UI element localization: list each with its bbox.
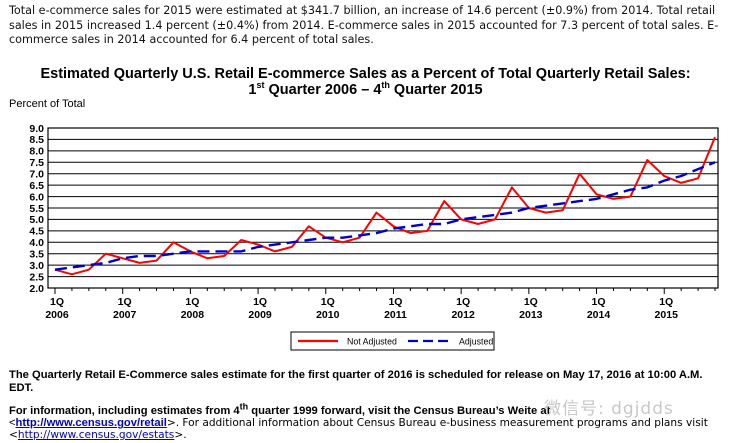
chart-title: Estimated Quarterly U.S. Retail E-commer… xyxy=(40,66,691,82)
info-line-1: For information, including estimates fro… xyxy=(9,402,723,418)
series-line-adjusted xyxy=(54,161,716,271)
chart-subtitle: 1st Quarter 2006 – 4th Quarter 2015 xyxy=(0,80,731,98)
y-tick-label: 5.5 xyxy=(29,203,44,215)
x-tick-label-year: 2013 xyxy=(519,309,543,321)
info-prefix: For information, including estimates fro… xyxy=(9,405,234,417)
x-tick-label-year: 2006 xyxy=(45,309,69,321)
y-tick-label: 4.5 xyxy=(29,226,44,238)
legend-label-adjusted: Adjusted xyxy=(459,337,493,347)
estats-link-open: < xyxy=(9,429,18,441)
info-line-2: <http://www.census.gov/retail>. For addi… xyxy=(9,417,723,430)
subtitle-q4-rest: Quarter 2015 xyxy=(389,82,483,98)
info-line-2-text: >. For additional information about Cens… xyxy=(166,417,708,429)
x-tick-label-quarter: 1Q xyxy=(50,296,64,308)
info-sup-number: 4 xyxy=(233,405,240,417)
y-tick-label: 7.0 xyxy=(29,169,44,181)
retail-link[interactable]: http://www.census.gov/retail xyxy=(15,417,167,429)
line-chart: 2.02.53.03.54.04.55.05.56.06.57.07.58.08… xyxy=(29,123,719,351)
grid-lines xyxy=(48,127,718,289)
info-sup: th xyxy=(239,401,249,412)
y-axis-ticks: 2.02.53.03.54.04.55.05.56.06.57.07.58.08… xyxy=(29,123,44,295)
x-tick-label-year: 2012 xyxy=(451,309,475,321)
subtitle-q4-number: 4 xyxy=(373,82,382,98)
estats-link-close: >. xyxy=(174,429,187,441)
plot-frame xyxy=(47,127,719,289)
y-axis-title: Percent of Total xyxy=(9,98,86,110)
x-tick-label-quarter: 1Q xyxy=(185,296,199,308)
info-suffix: quarter 1999 forward, visit the Census B… xyxy=(248,405,525,417)
subtitle-q4-suffix: th xyxy=(381,80,390,91)
series-line-not-adjusted xyxy=(54,136,716,276)
x-tick-label-year: 2007 xyxy=(113,309,137,321)
x-tick-label-quarter: 1Q xyxy=(456,296,470,308)
x-tick-label-year: 2014 xyxy=(587,309,611,321)
x-tick-label-year: 2009 xyxy=(248,309,272,321)
retail-link-open: < xyxy=(9,417,16,429)
subtitle-q1-rest: Quarter 2006 – xyxy=(264,82,374,98)
x-tick-label-year: 2008 xyxy=(181,309,205,321)
y-tick-label: 2.0 xyxy=(29,283,44,295)
x-tick-label-quarter: 1Q xyxy=(524,296,538,308)
x-tick-label-year: 2015 xyxy=(655,309,679,321)
x-tick-label-quarter: 1Q xyxy=(592,296,606,308)
info-line-3: <http://www.census.gov/estats>. xyxy=(9,429,723,442)
y-tick-label: 5.0 xyxy=(29,214,44,226)
y-tick-label: 6.5 xyxy=(29,180,44,192)
y-tick-label: 9.0 xyxy=(29,123,44,135)
x-tick-label-year: 2011 xyxy=(384,309,407,321)
legend-box xyxy=(290,331,495,351)
x-tick-label-quarter: 1Q xyxy=(321,296,335,308)
y-tick-label: 6.0 xyxy=(29,191,44,203)
y-tick-label: 4.0 xyxy=(29,237,44,249)
x-axis-ticks: 1Q20061Q20071Q20081Q20091Q20101Q20111Q20… xyxy=(45,288,716,321)
subtitle-q1-suffix: st xyxy=(256,80,265,91)
legend-label-not-adjusted: Not Adjusted xyxy=(347,337,397,347)
subtitle-q1-number: 1 xyxy=(248,82,257,98)
release-note: The Quarterly Retail E-Commerce sales es… xyxy=(9,369,703,394)
x-tick-label-quarter: 1Q xyxy=(388,296,402,308)
y-tick-label: 2.5 xyxy=(29,271,44,283)
y-tick-label: 3.5 xyxy=(29,249,44,261)
estats-link[interactable]: http://www.census.gov/estats xyxy=(17,429,175,441)
x-tick-label-quarter: 1Q xyxy=(659,296,673,308)
y-tick-label: 8.0 xyxy=(29,146,44,158)
y-tick-label: 8.5 xyxy=(29,134,44,146)
intro-paragraph: Total e-commerce sales for 2015 were est… xyxy=(9,4,719,47)
watermark: 微信号: dgjdds xyxy=(544,399,674,419)
info-cut: ite at xyxy=(524,405,551,417)
y-tick-label: 7.5 xyxy=(29,157,44,169)
y-tick-label: 3.0 xyxy=(29,260,44,272)
x-tick-label-quarter: 1Q xyxy=(118,296,132,308)
x-tick-label-year: 2010 xyxy=(316,309,340,321)
axes xyxy=(47,127,719,289)
series-lines xyxy=(54,136,716,276)
x-tick-label-quarter: 1Q xyxy=(253,296,267,308)
legend: Not Adjusted Adjusted xyxy=(290,331,495,351)
